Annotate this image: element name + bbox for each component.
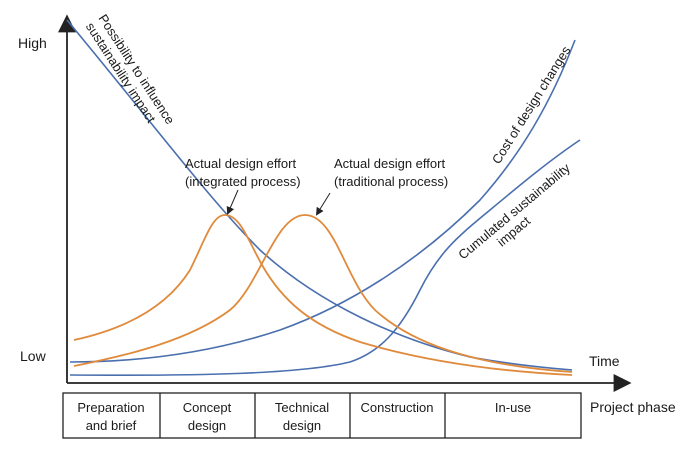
- y-low-label: Low: [20, 348, 47, 364]
- phase-preparation-line1: Preparation: [77, 400, 144, 415]
- y-high-label: High: [18, 35, 47, 51]
- traditional-pointer: [315, 192, 331, 216]
- cost-label: Cost of design changes: [489, 43, 574, 167]
- phase-bar-frame: [62, 392, 582, 439]
- phase-concept-line2: design: [188, 418, 226, 433]
- traditional-label-line2: (traditional process): [334, 174, 448, 189]
- x-time-label: Time: [589, 353, 620, 369]
- integrated-pointer: [226, 189, 239, 215]
- traditional-label-line1: Actual design effort: [334, 156, 445, 171]
- traditional-curve: [73, 214, 573, 373]
- phase-technical-line2: design: [283, 418, 321, 433]
- possibility-curve: [66, 19, 573, 371]
- cumulated-curve: [69, 139, 581, 377]
- cost-curve: [69, 39, 576, 363]
- possibility-label: Possibility to influence sustainability …: [83, 11, 178, 126]
- integrated-label-line1: Actual design effort: [185, 156, 296, 171]
- integrated-label-line2: (integrated process): [185, 174, 301, 189]
- phase-in-use: In-use: [495, 400, 531, 415]
- integrated-curve: [73, 214, 573, 376]
- phase-preparation-line2: and brief: [86, 418, 137, 433]
- phase-bar: Preparation and brief Concept design Tec…: [62, 392, 582, 439]
- phase-concept-line1: Concept: [183, 400, 232, 415]
- cost-label-text: Cost of design changes: [489, 43, 574, 167]
- cumulated-label-line1: Cumulated sustainability: [455, 160, 573, 262]
- x-phase-label: Project phase: [590, 399, 676, 415]
- cumulated-label: Cumulated sustainability impact: [455, 160, 573, 262]
- phase-construction: Construction: [361, 400, 434, 415]
- phase-technical-line1: Technical: [275, 400, 329, 415]
